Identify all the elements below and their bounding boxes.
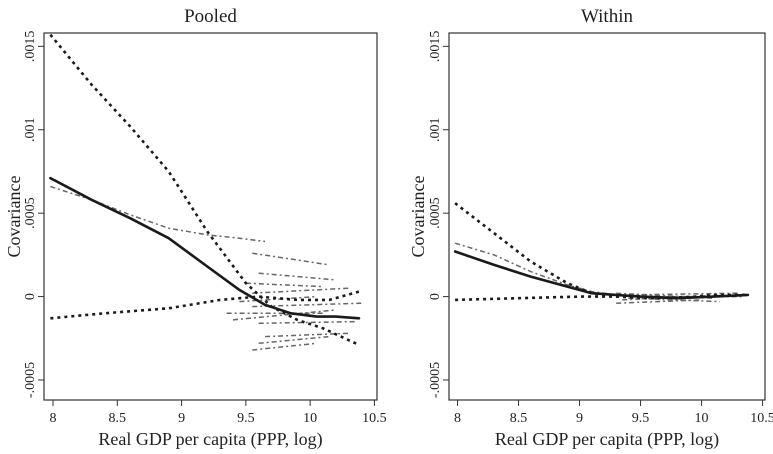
y-tick-label: .0005 xyxy=(23,197,38,229)
series-line-solid xyxy=(453,250,750,300)
series-line-dotted-lower xyxy=(50,290,360,320)
x-tick-label: 10.5 xyxy=(362,411,387,426)
x-tick-label: 8 xyxy=(50,411,57,426)
chart-title: Within xyxy=(581,6,634,27)
series-line-dash-gray xyxy=(628,292,739,296)
series-line-dash-gray xyxy=(252,287,349,294)
x-axis-label: Real GDP per capita (PPP, log) xyxy=(495,429,719,450)
series-group xyxy=(49,33,362,351)
chart-title: Pooled xyxy=(184,6,237,27)
series-line-dotted-upper xyxy=(49,33,360,347)
series-line-dash-gray xyxy=(245,282,324,288)
series-line-dash-gray xyxy=(454,242,617,296)
plot-frame xyxy=(43,32,378,401)
series-line-dash-gray xyxy=(258,335,330,345)
y-tick-label: .001 xyxy=(23,118,38,143)
x-tick-label: 8.5 xyxy=(109,411,127,426)
series-line-dash-gray xyxy=(232,309,336,321)
series-line-dash-gray xyxy=(628,297,720,303)
plot-frame xyxy=(448,32,766,401)
y-tick-label: -.0005 xyxy=(23,362,38,398)
series-line-dash-gray xyxy=(252,252,330,266)
series-line-dotted-lower xyxy=(455,293,748,302)
chart-panel-1: Pooled 8 8.5 9 9.5 10 10.5 -.0005 0 .0005 .001 .001… xyxy=(4,6,387,450)
y-tick-label: -.0005 xyxy=(428,362,443,398)
series-line-dash-gray xyxy=(258,272,336,281)
y-axis-label: Covariance xyxy=(408,176,428,258)
chart-panel-2: Within 8 8.5 9 9.5 10 10.5 -.0005 0 .0005 .001 .001… xyxy=(408,6,773,450)
series-line-dash-gray xyxy=(258,320,356,325)
series-group xyxy=(453,202,750,304)
y-tick-label: .0005 xyxy=(428,197,443,229)
series-line-dotted-upper xyxy=(454,202,748,300)
y-tick-label: .0015 xyxy=(428,31,443,63)
x-tick-label: 9.5 xyxy=(237,411,255,426)
x-tick-label: 10 xyxy=(303,411,317,426)
y-tick-label: 0 xyxy=(428,293,443,300)
series-line-dash-gray xyxy=(252,302,362,308)
series-line-dash-gray xyxy=(252,342,317,351)
x-tick-label: 10 xyxy=(695,411,709,426)
series-line-dash-gray xyxy=(616,299,702,304)
y-axis-label: Covariance xyxy=(4,176,24,258)
x-tick-label: 9 xyxy=(576,411,583,426)
y-tick-label: .001 xyxy=(428,118,443,143)
y-tick-label: .0015 xyxy=(23,31,38,63)
x-tick-label: 10.5 xyxy=(750,411,773,426)
y-tick-label: 0 xyxy=(23,293,38,300)
x-tick-label: 9.5 xyxy=(632,411,650,426)
x-tick-label: 8.5 xyxy=(510,411,528,426)
x-tick-label: 8 xyxy=(454,411,461,426)
x-axis-label: Real GDP per capita (PPP, log) xyxy=(98,429,322,450)
series-line-solid xyxy=(49,176,361,320)
x-tick-label: 9 xyxy=(178,411,185,426)
